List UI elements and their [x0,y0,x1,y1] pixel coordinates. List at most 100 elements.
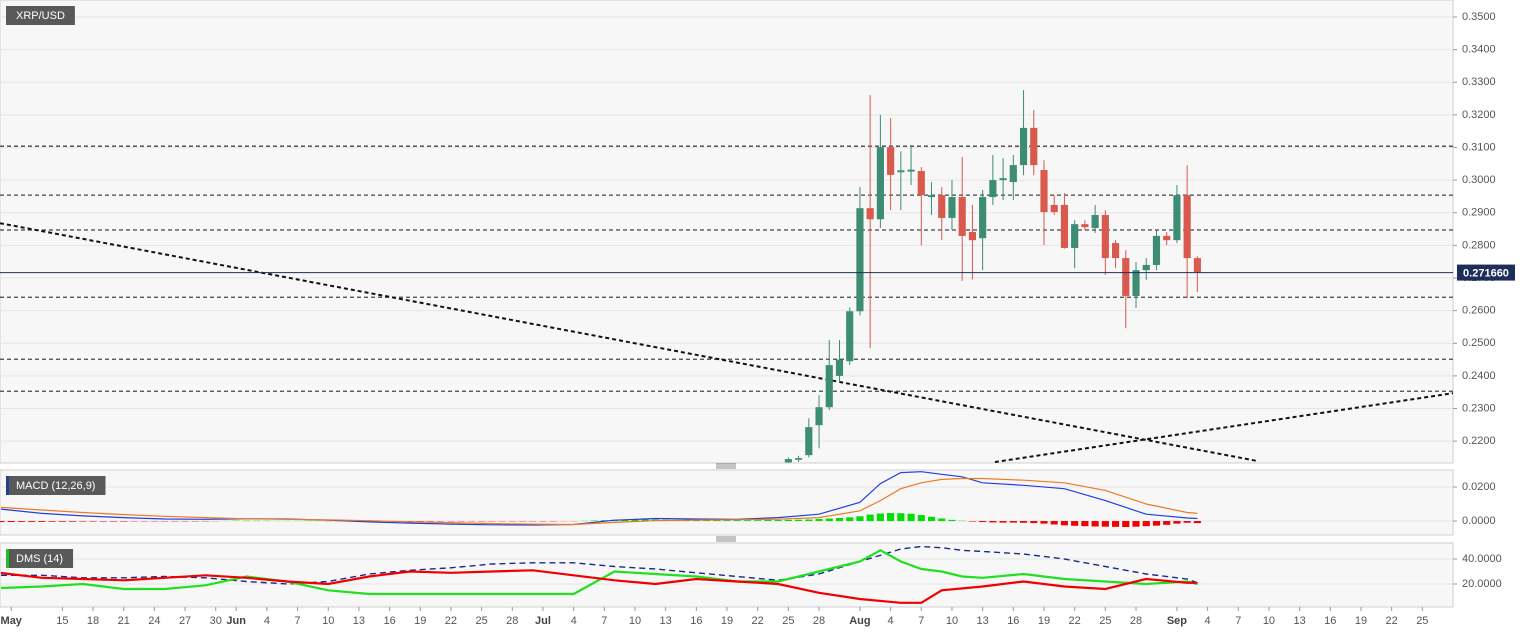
x-tick-label: 22 [1069,615,1081,627]
candle-body [1193,258,1201,273]
histogram-bar [979,521,987,523]
histogram-bar [713,520,721,522]
indicator-line [1,545,1198,585]
histogram-bar [1183,521,1191,523]
y-tick-label: 0.2900 [1462,207,1496,219]
candle-body [1111,243,1120,259]
histogram-bar [590,520,598,522]
x-tick-label: 28 [813,615,825,627]
histogram-bar [17,521,26,522]
candle-body [1142,264,1150,271]
histogram-bar [702,520,711,522]
x-tick-label: 10 [322,615,334,627]
candle-body [1071,224,1079,248]
x-tick-label: 22 [752,615,764,627]
x-tick-label: 13 [353,615,365,627]
x-tick-label: 19 [1355,615,1367,627]
x-tick-label: 4 [888,615,894,627]
candle-body [1060,204,1069,248]
histogram-bar [1163,521,1171,525]
histogram-bar [1019,521,1028,523]
panel-title-accent [6,476,9,495]
histogram-bar [856,516,864,522]
panel-title: MACD (12,26,9) [16,480,95,492]
x-tick-label: 27 [179,615,191,627]
x-tick-label: 7 [294,615,300,627]
histogram-bar [876,513,884,522]
candle-body [927,195,936,198]
histogram-bar [1152,521,1161,526]
histogram-bar [38,521,46,522]
x-tick-label: 30 [210,615,222,627]
x-tick-label: 19 [721,615,733,627]
x-tick-label: 25 [475,615,487,627]
histogram-bar [754,520,762,522]
y-tick-label: 0.2200 [1462,435,1496,447]
histogram-bar [99,521,107,522]
trend-line [994,392,1453,463]
candle-body [815,407,823,426]
candle-body [1163,235,1171,241]
last-price-box [1457,264,1515,281]
histogram-bar [989,521,997,523]
candle-body [1132,270,1140,296]
panel-title: XRP/USD [16,10,65,22]
candle-body [795,458,803,460]
x-tick-label: 7 [1235,615,1241,627]
histogram-bar [866,514,874,522]
histogram-bar [109,521,118,522]
y-tick-label: 0.3500 [1462,11,1496,23]
histogram-bar [999,521,1007,523]
histogram-bar [825,518,833,522]
histogram-bar [28,521,36,522]
histogram-bar [948,519,956,522]
candle-body [876,147,884,220]
x-tick-label: 13 [977,615,989,627]
candle-body [887,147,895,175]
histogram-bar [835,517,844,522]
y-tick-label: 0.2400 [1462,370,1496,382]
panel-background [0,0,1454,464]
histogram-bar [1193,521,1201,524]
histogram-bar [1030,521,1038,524]
candle-body [856,208,864,312]
panel-title-box [6,6,75,25]
x-tick-label: 18 [87,615,99,627]
histogram-bar [1091,521,1099,527]
x-tick-label: 4 [1205,615,1211,627]
y-tick-label: 40.0000 [1462,553,1502,565]
x-tick-label: 13 [1293,615,1305,627]
histogram-bar [723,520,731,522]
trend-line [0,222,1258,463]
candle-body [968,231,976,241]
candle-body [1091,215,1099,229]
histogram-bar [907,513,915,522]
candle-body [1183,195,1191,259]
x-tick-label: Jul [535,615,551,627]
y-tick-label: 0.3400 [1462,44,1496,56]
panel-title-box [6,549,74,568]
histogram-bar [1142,521,1150,527]
histogram-bar [846,517,854,522]
histogram-bar [743,520,752,522]
x-tick-label: 15 [56,615,68,627]
histogram-bar [1101,521,1109,527]
candle-body [825,365,833,408]
indicator-line [0,477,1198,526]
x-tick-label: Aug [849,615,870,627]
y-tick-label: 20.0000 [1462,578,1502,590]
x-tick-label: May [1,615,23,627]
x-tick-label: 16 [383,615,395,627]
candle-body [835,359,844,376]
histogram-bar [1111,521,1120,527]
histogram-bar [927,516,936,522]
y-tick-label: 0.2500 [1462,337,1496,349]
x-tick-label: 16 [1324,615,1336,627]
panel-title-box [6,476,106,495]
histogram-bar [887,513,895,522]
y-tick-label: 0.0000 [1462,515,1496,527]
y-tick-label: 0.0200 [1462,481,1496,493]
candle-body [1040,169,1048,213]
histogram-bar [0,521,5,523]
x-tick-label: 19 [1038,615,1050,627]
